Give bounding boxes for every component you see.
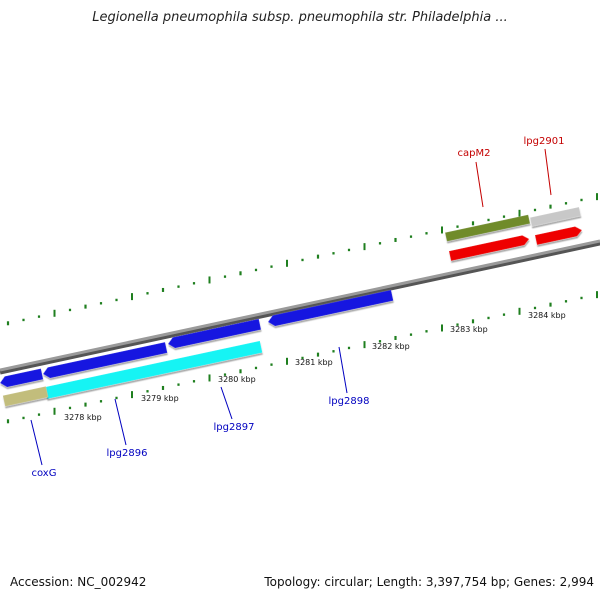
gene-label[interactable]: capM2 bbox=[458, 148, 491, 159]
kbp-label: 3280 kbp bbox=[218, 375, 256, 384]
kbp-labels: 3278 kbp 3279 kbp 3280 kbp 3281 kbp 3282 kbp… bbox=[64, 311, 566, 422]
accession-label: Accession: NC_002942 bbox=[10, 575, 147, 589]
lower-tick-track bbox=[6, 291, 598, 424]
kbp-label: 3279 kbp bbox=[141, 394, 179, 403]
label-leader-line bbox=[338, 346, 348, 394]
gene-label[interactable]: lpg2897 bbox=[214, 422, 255, 433]
gene-track bbox=[0, 206, 583, 407]
upper-tick-track bbox=[6, 193, 598, 326]
gene-blue-2[interactable] bbox=[42, 341, 168, 379]
topology-label: Topology: circular; Length: 3,397,754 bp… bbox=[264, 575, 594, 589]
gene-label[interactable]: coxG bbox=[32, 468, 57, 479]
label-leader-line bbox=[475, 161, 484, 208]
gene-label[interactable]: lpg2901 bbox=[524, 136, 565, 147]
gene-red-2[interactable] bbox=[534, 225, 583, 246]
gene-capM2[interactable] bbox=[444, 214, 531, 242]
map-title: Legionella pneumophila subsp. pneumophil… bbox=[92, 10, 508, 25]
kbp-label: 3283 kbp bbox=[450, 325, 488, 334]
label-leader-line bbox=[114, 398, 127, 446]
gene-labels: capM2 lpg2901 lpg2898 lpg2897 lpg2896 coxG bbox=[30, 136, 565, 479]
gene-blue-1[interactable] bbox=[0, 368, 44, 389]
label-leader-line bbox=[30, 419, 43, 466]
kbp-label: 3282 kbp bbox=[372, 342, 410, 351]
kbp-label: 3281 kbp bbox=[295, 358, 333, 367]
label-leader-line bbox=[544, 148, 552, 196]
label-leader-line bbox=[220, 386, 233, 420]
genome-axis-shadow bbox=[0, 240, 600, 375]
gene-label[interactable]: lpg2898 bbox=[329, 396, 370, 407]
kbp-label: 3278 kbp bbox=[64, 413, 102, 422]
kbp-label: 3284 kbp bbox=[528, 311, 566, 320]
gene-lpg2898[interactable] bbox=[267, 289, 394, 327]
gene-coxG[interactable] bbox=[2, 386, 49, 407]
gene-red-1[interactable] bbox=[448, 234, 530, 262]
genome-axis bbox=[0, 239, 600, 372]
gene-label[interactable]: lpg2896 bbox=[107, 448, 148, 459]
gene-blue-3[interactable] bbox=[167, 318, 262, 350]
gene-lpg2901[interactable] bbox=[529, 206, 582, 227]
